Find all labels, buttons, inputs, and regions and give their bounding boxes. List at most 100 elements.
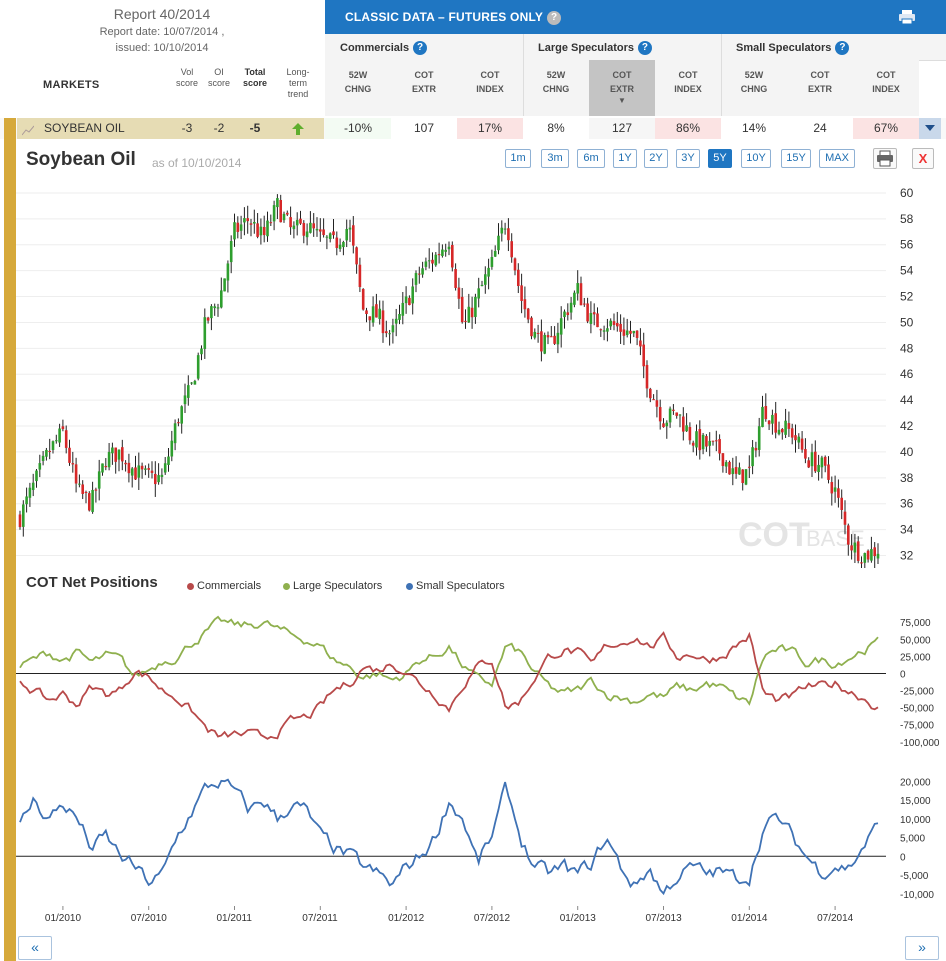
y-tick-label: 42 (900, 419, 914, 433)
candle (751, 440, 754, 475)
total-score-header-l2: score (242, 78, 268, 88)
range-button-2y[interactable]: 2Y (644, 149, 668, 168)
group-commercials: Commercials? (340, 41, 428, 55)
classic-data-title: CLASSIC DATA – FUTURES ONLY? (345, 10, 562, 25)
candle (447, 241, 451, 256)
candle (144, 465, 147, 476)
candle (820, 455, 824, 479)
prev-market-button[interactable]: « (18, 936, 52, 960)
candle (81, 480, 84, 500)
range-button-6m[interactable]: 6m (577, 149, 605, 168)
candle (682, 407, 685, 441)
candle (807, 457, 810, 469)
help-icon[interactable]: ? (835, 41, 850, 55)
candle (632, 330, 636, 338)
candle (239, 215, 243, 240)
close-chart-button[interactable]: X (912, 148, 934, 169)
candle (437, 242, 441, 264)
x-tick-label: 01/2013 (560, 913, 597, 924)
candle (28, 482, 32, 507)
print-chart-button[interactable] (873, 148, 897, 169)
col-l2: CHNG (344, 84, 372, 94)
col-small-index[interactable]: COT INDEX (853, 60, 919, 116)
vol-score-header-l2: score (175, 78, 198, 88)
y-tick-label: -75,000 (900, 721, 934, 732)
range-button-5y[interactable]: 5Y (708, 149, 732, 168)
range-button-3y[interactable]: 3Y (676, 149, 700, 168)
candle (292, 221, 296, 239)
col-large-index[interactable]: COT INDEX (655, 60, 721, 116)
candle (784, 408, 787, 439)
candle (645, 360, 649, 398)
col-small-extr[interactable]: COT EXTR (787, 60, 853, 116)
candle (781, 427, 784, 440)
range-button-1m[interactable]: 1m (505, 149, 531, 168)
legend-dot (283, 582, 290, 590)
market-name[interactable]: SOYBEAN OIL (44, 121, 125, 135)
candle (559, 306, 563, 348)
col-com-index[interactable]: COT INDEX (457, 60, 523, 116)
candle (616, 311, 619, 332)
candle (843, 500, 847, 535)
oi-score-header[interactable]: OI score (204, 67, 234, 89)
candle (107, 443, 111, 471)
candle (827, 456, 830, 484)
help-icon[interactable]: ? (637, 41, 652, 55)
legend-small-speculators[interactable]: Small Speculators (406, 580, 505, 592)
vol-score-header[interactable]: Vol score (172, 67, 202, 89)
col-com-extr[interactable]: COT EXTR (391, 60, 457, 116)
col-large-extr[interactable]: COT EXTR ▼ (589, 60, 655, 116)
candle (718, 434, 721, 461)
candle (210, 304, 213, 331)
expand-row-button[interactable] (919, 118, 941, 139)
candle (64, 425, 68, 454)
candle (823, 455, 827, 473)
candle (698, 420, 702, 460)
group-commercials-label: Commercials (340, 41, 410, 54)
candle (728, 460, 731, 475)
col-l1: COT (810, 70, 830, 80)
help-icon[interactable]: ? (413, 41, 428, 55)
help-icon[interactable]: ? (547, 10, 562, 25)
y-tick-label: 34 (900, 523, 914, 537)
next-market-button[interactable]: » (905, 936, 939, 960)
candle (625, 318, 629, 338)
candle (708, 432, 711, 457)
candle (361, 288, 365, 311)
candle (536, 324, 540, 343)
trend-up-icon (292, 122, 304, 135)
series-small-speculators (19, 778, 879, 896)
candle (332, 219, 335, 239)
range-button-max[interactable]: MAX (819, 149, 855, 168)
candle (335, 231, 339, 256)
candle (530, 316, 533, 340)
range-button-3m[interactable]: 3m (541, 149, 569, 168)
candle (78, 474, 81, 488)
candle (701, 432, 705, 455)
col-large-52w[interactable]: 52W CHNG (523, 60, 589, 116)
candle (18, 510, 22, 530)
range-button-1y[interactable]: 1Y (613, 149, 637, 168)
long-term-trend-header[interactable]: Long-term trend (280, 67, 316, 100)
legend-large-speculators[interactable]: Large Speculators (283, 580, 382, 592)
candle (794, 424, 797, 453)
candle (639, 328, 642, 356)
candle (678, 414, 682, 428)
candle (672, 404, 675, 415)
range-button-15y[interactable]: 15Y (781, 149, 811, 168)
col-small-52w[interactable]: 52W CHNG (721, 60, 787, 116)
x-tick-label: 07/2013 (646, 913, 683, 924)
total-score-header[interactable]: Total score (238, 67, 272, 89)
chart-asof: as of 10/10/2014 (152, 156, 242, 170)
candle (523, 286, 527, 318)
col-com-52w[interactable]: 52W CHNG (325, 60, 391, 116)
candle (111, 442, 114, 465)
candle (563, 309, 566, 329)
y-tick-label: 46 (900, 367, 914, 381)
legend-commercials[interactable]: Commercials (187, 580, 261, 592)
large-52w-value: 8% (523, 118, 589, 139)
range-button-10y[interactable]: 10Y (741, 149, 771, 168)
candle (312, 213, 315, 237)
print-icon[interactable] (898, 9, 916, 25)
candle (391, 318, 395, 344)
